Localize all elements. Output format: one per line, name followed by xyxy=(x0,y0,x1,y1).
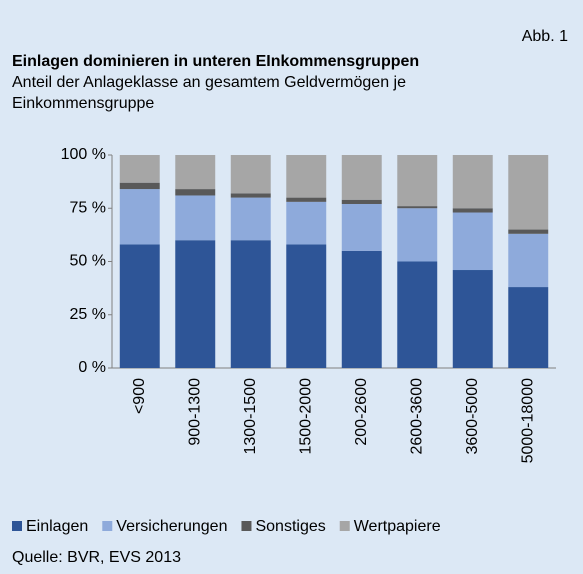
bar-segment xyxy=(508,155,549,230)
y-tick-label: 25 % xyxy=(70,306,106,323)
bar-segment xyxy=(286,201,327,245)
x-tick-label: 900-1300 xyxy=(186,378,203,446)
bar-segment xyxy=(175,155,216,190)
bar-segment xyxy=(341,155,382,200)
bar-segment xyxy=(119,155,160,183)
bar-segment xyxy=(230,240,271,368)
x-tick-label: 5000-18000 xyxy=(519,378,536,464)
x-tick-label: 1500-2000 xyxy=(297,378,314,455)
bar-segment xyxy=(452,155,493,209)
x-tick-label: <900 xyxy=(131,378,148,414)
bar-segment xyxy=(175,189,216,196)
bar-segment xyxy=(397,206,438,209)
bar-segment xyxy=(508,229,549,234)
y-tick-label: 75 % xyxy=(70,199,106,216)
bar-segment xyxy=(508,287,549,368)
y-tick-label: 0 % xyxy=(78,359,106,376)
bar-segment xyxy=(397,208,438,262)
legend-label: Wertpapiere xyxy=(354,518,441,535)
source: Quelle: BVR, EVS 2013 xyxy=(12,549,181,566)
legend-swatch xyxy=(339,521,350,531)
chart-subtitle: Anteil der Anlageklasse an gesamtem Geld… xyxy=(12,74,406,91)
bar-segment xyxy=(452,270,493,368)
chart-title: Einlagen dominieren in unteren EInkommen… xyxy=(12,53,419,70)
bar-segment xyxy=(452,208,493,213)
bar-segment xyxy=(341,203,382,251)
bar-segment xyxy=(508,233,549,288)
legend-label: Sonstiges xyxy=(255,518,325,535)
bar-segment xyxy=(397,261,438,368)
bar-segment xyxy=(230,193,271,198)
bar-segment xyxy=(175,195,216,241)
legend-label: Einlagen xyxy=(26,518,88,535)
legend-label: Versicherungen xyxy=(116,518,227,535)
y-tick-label: 100 % xyxy=(61,146,106,163)
bar-segment xyxy=(341,199,382,204)
corner-label: Abb. 1 xyxy=(522,28,568,45)
x-tick-label: 1300-1500 xyxy=(242,378,259,455)
bar-segment xyxy=(452,212,493,271)
chart-subtitle: Einkommensgruppe xyxy=(12,95,154,112)
legend-swatch xyxy=(12,521,22,531)
bar-segment xyxy=(341,250,382,368)
bar-segment xyxy=(119,244,160,368)
bar-segment xyxy=(119,182,160,190)
x-tick-label: 200-2600 xyxy=(353,378,370,446)
y-tick-label: 50 % xyxy=(70,253,106,270)
bar-segment xyxy=(286,155,327,198)
bar-segment xyxy=(175,240,216,368)
bar-segment xyxy=(230,197,271,241)
bar-segment xyxy=(397,155,438,207)
legend-swatch xyxy=(102,521,113,531)
bar-segment xyxy=(119,189,160,245)
x-tick-label: 2600-3600 xyxy=(408,378,425,455)
bar-segment xyxy=(286,197,327,202)
legend-swatch xyxy=(241,521,252,531)
bar-segment xyxy=(286,244,327,368)
x-tick-label: 3600-5000 xyxy=(464,378,481,455)
bar-segment xyxy=(230,155,271,194)
